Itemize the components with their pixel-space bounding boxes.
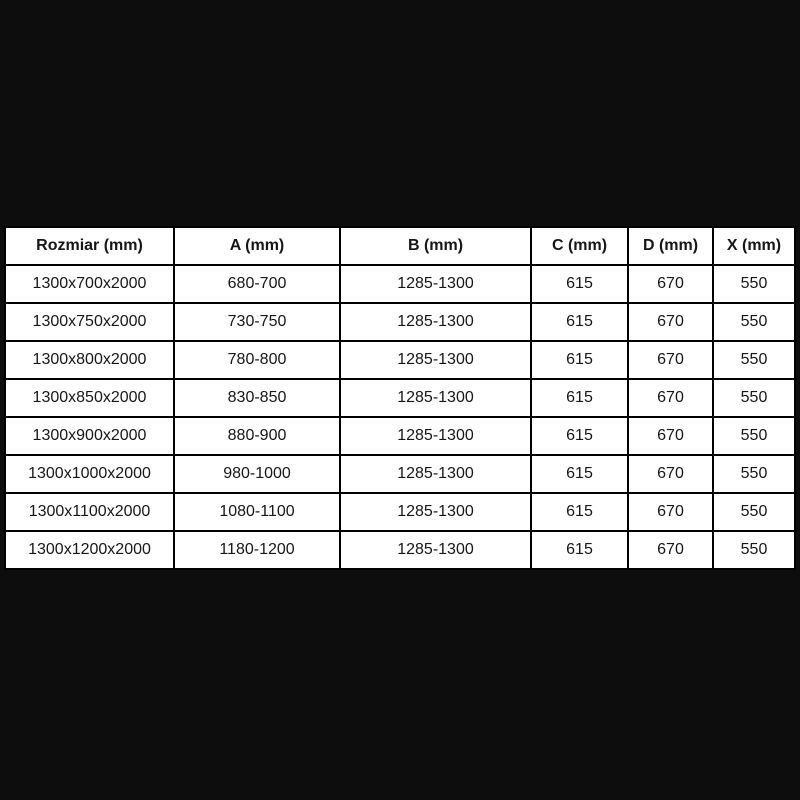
table-cell: 615 bbox=[530, 416, 629, 456]
table-cell: 670 bbox=[627, 378, 714, 418]
table-cell: 550 bbox=[712, 340, 796, 380]
column-header: Rozmiar (mm) bbox=[4, 226, 175, 266]
table-cell: 830-850 bbox=[173, 378, 341, 418]
table-cell: 550 bbox=[712, 492, 796, 532]
table-cell: 1285-1300 bbox=[339, 416, 532, 456]
table-cell: 1300x800x2000 bbox=[4, 340, 175, 380]
table-cell: 670 bbox=[627, 264, 714, 304]
table-cell: 670 bbox=[627, 530, 714, 570]
table-row: 1300x1200x2000 1180-1200 1285-1300 615 670 55… bbox=[4, 530, 796, 570]
table-cell: 1300x850x2000 bbox=[4, 378, 175, 418]
table-cell: 615 bbox=[530, 454, 629, 494]
table-cell: 780-800 bbox=[173, 340, 341, 380]
table-cell: 730-750 bbox=[173, 302, 341, 342]
table-cell: 1285-1300 bbox=[339, 492, 532, 532]
table-cell: 550 bbox=[712, 530, 796, 570]
table-cell: 615 bbox=[530, 340, 629, 380]
table-cell: 670 bbox=[627, 492, 714, 532]
size-specification-table: Rozmiar (mm) A (mm) B (mm) C (mm) D (mm) X (m… bbox=[4, 226, 796, 570]
table-cell: 1300x750x2000 bbox=[4, 302, 175, 342]
table-cell: 1300x700x2000 bbox=[4, 264, 175, 304]
column-header: A (mm) bbox=[173, 226, 341, 266]
table-cell: 1285-1300 bbox=[339, 378, 532, 418]
table-cell: 1180-1200 bbox=[173, 530, 341, 570]
table-cell: 1285-1300 bbox=[339, 264, 532, 304]
table-cell: 880-900 bbox=[173, 416, 341, 456]
table-cell: 670 bbox=[627, 340, 714, 380]
table-cell: 550 bbox=[712, 378, 796, 418]
table-row: 1300x1100x2000 1080-1100 1285-1300 615 670 55… bbox=[4, 492, 796, 532]
table-cell: 670 bbox=[627, 416, 714, 456]
table-row: 1300x700x2000 680-700 1285-1300 615 670 550 bbox=[4, 264, 796, 304]
table-cell: 1285-1300 bbox=[339, 302, 532, 342]
table-cell: 680-700 bbox=[173, 264, 341, 304]
table-cell: 615 bbox=[530, 492, 629, 532]
table-cell: 1285-1300 bbox=[339, 530, 532, 570]
table-cell: 550 bbox=[712, 302, 796, 342]
table-cell: 550 bbox=[712, 454, 796, 494]
table-row: 1300x800x2000 780-800 1285-1300 615 670 550 bbox=[4, 340, 796, 380]
table-cell: 1300x900x2000 bbox=[4, 416, 175, 456]
table-cell: 1285-1300 bbox=[339, 340, 532, 380]
table-cell: 1285-1300 bbox=[339, 454, 532, 494]
column-header: C (mm) bbox=[530, 226, 629, 266]
table-cell: 615 bbox=[530, 530, 629, 570]
table-cell: 1300x1200x2000 bbox=[4, 530, 175, 570]
table-cell: 615 bbox=[530, 302, 629, 342]
table-header-row: Rozmiar (mm) A (mm) B (mm) C (mm) D (mm) X (m… bbox=[4, 226, 796, 266]
column-header: X (mm) bbox=[712, 226, 796, 266]
table-cell: 980-1000 bbox=[173, 454, 341, 494]
table-cell: 670 bbox=[627, 454, 714, 494]
table-cell: 615 bbox=[530, 264, 629, 304]
table-cell: 550 bbox=[712, 264, 796, 304]
table-cell: 1300x1000x2000 bbox=[4, 454, 175, 494]
table-row: 1300x750x2000 730-750 1285-1300 615 670 550 bbox=[4, 302, 796, 342]
table-row: 1300x850x2000 830-850 1285-1300 615 670 550 bbox=[4, 378, 796, 418]
table-row: 1300x1000x2000 980-1000 1285-1300 615 670 550 bbox=[4, 454, 796, 494]
column-header: B (mm) bbox=[339, 226, 532, 266]
table-cell: 1080-1100 bbox=[173, 492, 341, 532]
column-header: D (mm) bbox=[627, 226, 714, 266]
table-cell: 670 bbox=[627, 302, 714, 342]
table-cell: 615 bbox=[530, 378, 629, 418]
table-cell: 1300x1100x2000 bbox=[4, 492, 175, 532]
table-row: 1300x900x2000 880-900 1285-1300 615 670 550 bbox=[4, 416, 796, 456]
table-cell: 550 bbox=[712, 416, 796, 456]
table-body: 1300x700x2000 680-700 1285-1300 615 670 550 13… bbox=[4, 264, 796, 570]
